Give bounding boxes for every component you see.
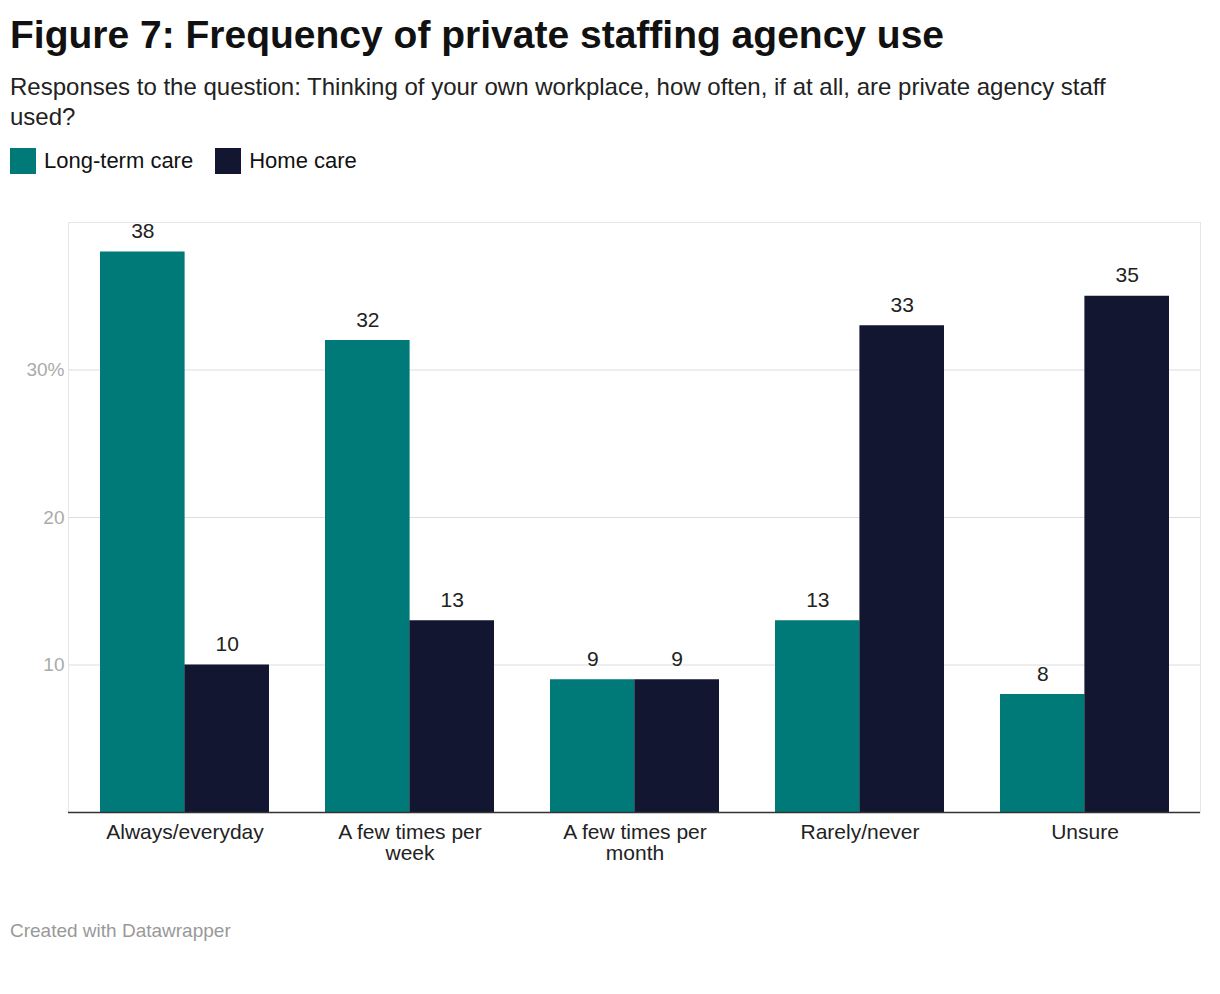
svg-text:35: 35 <box>1116 263 1139 286</box>
svg-text:Always/everyday: Always/everyday <box>106 820 264 843</box>
svg-text:32: 32 <box>356 308 379 331</box>
svg-text:Unsure: Unsure <box>1051 820 1119 843</box>
html-text:Responses to the question: Thi: Responses to the question: Thinking of y… <box>10 73 1106 130</box>
html-text:Long-term care: Long-term care <box>44 148 194 173</box>
html-text:Home care: Home care <box>249 148 357 173</box>
svg-text:20: 20 <box>43 507 64 528</box>
svg-text:30%: 30% <box>26 359 64 380</box>
svg-text:10: 10 <box>216 632 239 655</box>
svg-text:8: 8 <box>1037 662 1049 685</box>
svg-text:33: 33 <box>891 293 914 316</box>
svg-text:10: 10 <box>43 654 64 675</box>
html-text:Figure 7: Frequency of private: Figure 7: Frequency of private staffing … <box>10 13 945 56</box>
svg-text:13: 13 <box>806 588 829 611</box>
svg-text:A few times perweek: A few times perweek <box>338 820 482 864</box>
svg-text:A few times permonth: A few times permonth <box>563 820 707 864</box>
svg-text:9: 9 <box>671 647 683 670</box>
svg-text:Rarely/never: Rarely/never <box>800 820 919 843</box>
svg-text:9: 9 <box>587 647 599 670</box>
svg-text:13: 13 <box>441 588 464 611</box>
svg-text:38: 38 <box>131 219 154 242</box>
html-text:Created with Datawrapper: Created with Datawrapper <box>10 920 231 941</box>
